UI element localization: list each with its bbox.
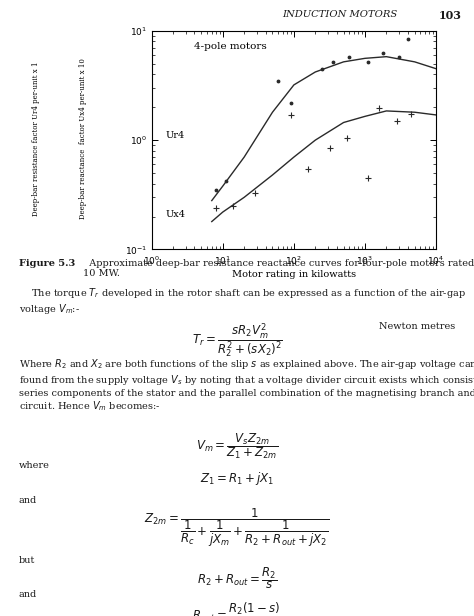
Text: $R_2 + R_{out} = \dfrac{R_2}{s}$: $R_2 + R_{out} = \dfrac{R_2}{s}$ <box>197 565 277 591</box>
Text: $V_m = \dfrac{V_s Z_{2m}}{Z_1 + Z_{2m}}$: $V_m = \dfrac{V_s Z_{2m}}{Z_1 + Z_{2m}}$ <box>196 431 278 461</box>
X-axis label: Motor rating in kilowatts: Motor rating in kilowatts <box>232 270 356 278</box>
Text: INDUCTION MOTORS: INDUCTION MOTORS <box>282 10 397 20</box>
Text: 103: 103 <box>438 10 462 22</box>
Text: Approximate deep-bar resistance reactance curves for four-pole motors rated from: Approximate deep-bar resistance reactanc… <box>83 259 474 278</box>
Text: where: where <box>19 461 50 470</box>
Text: Ur4: Ur4 <box>166 131 185 140</box>
Text: $R_{out} = \dfrac{R_2(1-s)}{s}$: $R_{out} = \dfrac{R_2(1-s)}{s}$ <box>192 601 282 616</box>
Text: Figure 5.3: Figure 5.3 <box>19 259 75 268</box>
Text: 4-pole motors: 4-pole motors <box>194 42 267 51</box>
Text: and: and <box>19 590 37 599</box>
Text: Where $R_2$ and $X_2$ are both functions of the slip $s$ as explained above. The: Where $R_2$ and $X_2$ are both functions… <box>19 357 474 413</box>
Text: The torque $T_r$ developed in the rotor shaft can be expressed as a function of : The torque $T_r$ developed in the rotor … <box>19 286 466 317</box>
Text: Deep-bar resistance factor Ur4 per-unit x 1: Deep-bar resistance factor Ur4 per-unit … <box>32 62 39 216</box>
Text: Deep-bar reactance  factor Ux4 per-unit x 10: Deep-bar reactance factor Ux4 per-unit x… <box>79 58 87 219</box>
Text: but: but <box>19 556 36 565</box>
Text: $Z_1 = R_1 + jX_1$: $Z_1 = R_1 + jX_1$ <box>200 470 274 487</box>
Text: and: and <box>19 496 37 505</box>
Text: $T_r = \dfrac{sR_2V_m^2}{R_2^2 + (sX_2)^2}$: $T_r = \dfrac{sR_2V_m^2}{R_2^2 + (sX_2)^… <box>191 322 283 360</box>
Text: Ux4: Ux4 <box>166 210 186 219</box>
Text: $Z_{2m} = \dfrac{1}{\dfrac{1}{R_c} + \dfrac{1}{jX_m} + \dfrac{1}{R_2 + R_{out} +: $Z_{2m} = \dfrac{1}{\dfrac{1}{R_c} + \df… <box>144 506 330 549</box>
Text: Newton metres: Newton metres <box>379 322 456 331</box>
